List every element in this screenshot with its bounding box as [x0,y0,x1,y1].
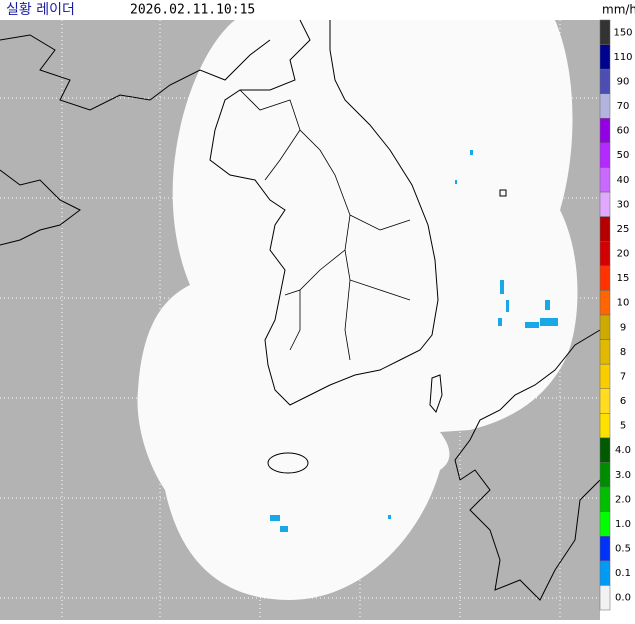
echo [545,300,550,310]
unit-label: mm/h [602,3,635,17]
echo [498,318,502,326]
legend-swatch [599,437,611,463]
echo [470,150,473,155]
legend-swatch [599,216,611,242]
admin-boundaries [239,89,411,361]
legend-label: 2.0 [615,494,631,505]
legend-swatch [599,93,611,119]
legend-label: 8 [620,347,626,358]
legend-label: 110 [613,52,632,63]
legend-label: 15 [617,273,630,284]
legend-label: 60 [617,126,630,137]
legend-label: 5 [620,421,626,432]
legend-label: 40 [617,175,630,186]
echo [455,180,457,184]
legend-label: 0.0 [615,593,631,604]
legend-label: 30 [617,199,630,210]
echo [280,526,288,532]
legend-label: 20 [617,249,630,260]
legend-label: 150 [613,27,632,38]
china-coast [0,169,81,246]
echo [388,515,391,519]
jeju-island [267,452,309,474]
legend-swatch [599,265,611,291]
legend-swatch [599,118,611,144]
legend-swatch [599,560,611,586]
legend-label: 3.0 [615,470,631,481]
legend-swatch [599,241,611,267]
ulleung [499,189,507,197]
coastlines [0,19,601,601]
legend-label: 25 [617,224,630,235]
legend-label: 6 [620,396,626,407]
legend-swatch [599,585,611,611]
legend-swatch [599,19,611,45]
tsushima [429,374,443,413]
legend-swatch [599,413,611,439]
timestamp: 2026.02.11.10:15 [130,3,255,18]
legend-swatch [599,363,611,389]
echo [540,318,558,326]
legend: 150 110 90 70 60 50 40 30 25 20 15 10 9 8 7 6 5 4.0 3.0 2.0… [599,19,633,611]
legend-label: 70 [617,101,630,112]
radar-coverage [137,20,578,600]
legend-label: 10 [617,298,630,309]
legend-swatch [599,290,611,316]
legend-swatch [599,167,611,193]
legend-swatch [599,486,611,512]
legend-swatch [599,191,611,217]
legend-swatch [599,142,611,168]
legend-label: 0.1 [615,568,631,579]
legend-swatch [599,314,611,340]
legend-swatch [599,339,611,365]
echoes [270,150,558,532]
title: 실황 레이더 [6,2,75,18]
echo [525,322,539,328]
echo [500,280,504,294]
legend-label: 9 [620,322,626,333]
legend-label: 1.0 [615,519,631,530]
legend-label: 0.5 [615,544,631,555]
legend-swatch [599,44,611,70]
legend-swatch [599,68,611,94]
china-coast [0,34,271,111]
legend-swatch [599,462,611,488]
map [0,19,601,620]
legend-swatch [599,388,611,414]
echo [506,300,509,312]
legend-swatch [599,536,611,562]
legend-swatch [599,511,611,537]
peninsula-coast [209,19,439,406]
legend-label: 7 [620,371,626,382]
echo [270,515,280,521]
japan-coast [454,329,601,601]
legend-label: 4.0 [615,445,631,456]
legend-label: 50 [617,150,630,161]
legend-label: 90 [617,76,630,87]
